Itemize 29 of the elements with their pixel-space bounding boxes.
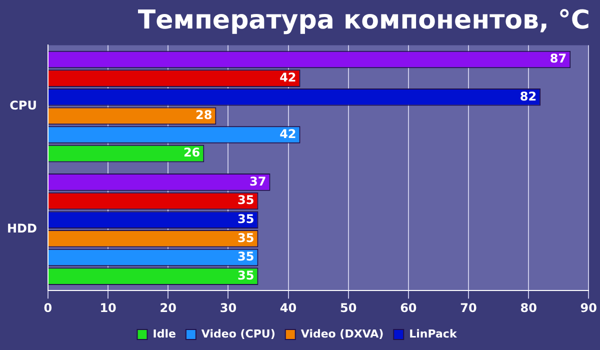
x-tick-label: 0 (44, 300, 52, 315)
data-label: 35 (238, 230, 254, 245)
x-tick-label: 60 (400, 300, 417, 315)
data-label: 42 (280, 126, 296, 141)
x-tick-label: 10 (100, 300, 116, 315)
legend-label: Idle (152, 327, 176, 340)
data-label: 35 (238, 212, 254, 226)
legend-label: Video (CPU) (201, 327, 276, 340)
data-label: 35 (238, 268, 254, 282)
data-label: 87 (550, 52, 567, 66)
x-tick-label: 30 (220, 300, 237, 315)
x-tick-label: 80 (520, 300, 537, 315)
x-tick-label: 40 (280, 300, 297, 315)
x-tick-label: 90 (580, 300, 597, 315)
data-label: 35 (238, 193, 254, 208)
y-tick-label: HDD (6, 221, 37, 236)
data-label: 82 (520, 89, 537, 104)
data-label: 26 (183, 146, 200, 160)
data-label: 28 (195, 108, 212, 122)
data-label: 35 (238, 250, 254, 264)
data-label: 42 (280, 70, 296, 84)
legend-label: Video (DXVA) (300, 327, 384, 340)
x-tick-label: 20 (160, 300, 176, 315)
y-tick-label: CPU (10, 98, 37, 113)
chart-title: Температура компонентов, °C (138, 5, 590, 36)
x-tick-label: 50 (340, 300, 357, 315)
x-tick-label: 70 (460, 300, 477, 315)
data-label: 37 (250, 174, 266, 188)
legend-label: LinPack (409, 327, 458, 340)
